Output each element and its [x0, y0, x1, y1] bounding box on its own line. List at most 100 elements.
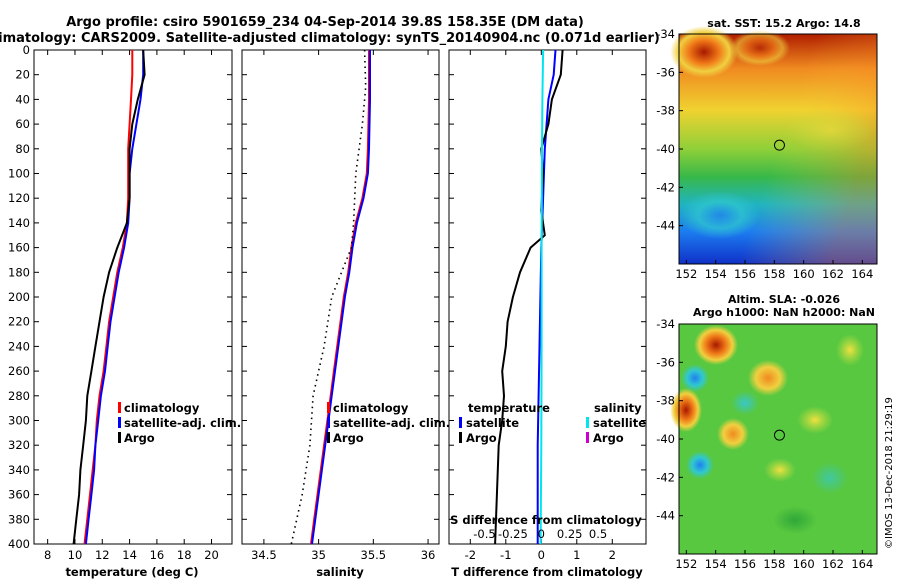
map-x-tick-label: 158 [763, 267, 785, 281]
legend-satellite: satellite-adj. clim. [124, 416, 241, 430]
sla-cyclone-2 [686, 451, 714, 479]
y-tick-label: 120 [8, 191, 30, 205]
map-x-tick-label: 154 [705, 557, 727, 571]
x-tick-label: 14 [122, 548, 137, 562]
map-x-tick-label: 156 [734, 267, 756, 281]
sst-cool-region [680, 191, 760, 239]
sst-map-ticks: 152 154 156 158 160 162 164 -34 -36 -38 -40 -42 -44 [656, 27, 873, 281]
sla-low-2 [812, 462, 848, 494]
sla-cyclone-1 [681, 364, 709, 392]
map-x-tick-label: 156 [734, 557, 756, 571]
sla-map-title-line2: Argo h1000: NaN h2000: NaN [693, 306, 875, 319]
difference-legend-salinity: salinity satellite Argo [586, 401, 646, 445]
figure-title-line2: Climatology: CARS2009. Satellite-adjuste… [0, 31, 660, 46]
sla-low-1 [731, 391, 759, 415]
x-tick-label: 18 [177, 548, 192, 562]
sla-high-1 [748, 360, 788, 396]
series-argo [72, 49, 146, 545]
map-y-tick-label: -44 [656, 219, 675, 233]
y-tick-label: 80 [15, 142, 30, 156]
legend-temp-satellite: satellite [466, 416, 519, 430]
x-tick-label: -2 [465, 548, 476, 562]
y-tick-label: 160 [8, 241, 30, 255]
legend-climatology-swatch [118, 402, 121, 413]
map-y-tick-label: -38 [656, 104, 675, 118]
map-x-tick-label: 162 [822, 557, 844, 571]
difference-panel [448, 49, 647, 545]
s-difference-label: S difference from climatology [450, 513, 642, 527]
y-tick-label: 340 [8, 463, 30, 477]
legend-climatology-swatch [327, 402, 330, 413]
sla-high-3 [764, 458, 796, 482]
series-salinity-satellite [539, 49, 545, 545]
sst-mid-band [786, 108, 874, 152]
y-tick-label: 400 [8, 537, 30, 551]
y-tick-label: 0 [23, 43, 30, 57]
x-tick-label: 2 [609, 548, 616, 562]
argo-position-marker [773, 139, 785, 151]
series-satellite-adj-clim- [311, 50, 371, 545]
map-y-tick-label: -42 [656, 470, 675, 484]
s-diff-tick-label: 0.5 [589, 527, 607, 541]
legend-argo-swatch [327, 432, 330, 443]
sla-high-2 [717, 418, 749, 450]
map-x-tick-label: 164 [851, 557, 873, 571]
y-tick-label: 280 [8, 389, 30, 403]
x-tick-label: 12 [95, 548, 110, 562]
map-y-tick-label: -40 [656, 432, 675, 446]
map-y-tick-label: -34 [656, 317, 675, 331]
salinity-plot: 34.5 35 35.5 36 [242, 49, 439, 562]
temperature-plot: 0 20 40 60 80 100 120 140 160 180 200 220 240 260 280 3… [8, 43, 232, 562]
series-climatology [310, 50, 370, 545]
y-tick-label: 300 [8, 414, 30, 428]
argo-position-marker [773, 429, 785, 441]
y-tick-label: 100 [8, 167, 30, 181]
x-tick-label: -1 [500, 548, 511, 562]
sla-mid-1 [773, 506, 817, 534]
map-x-tick-label: 154 [705, 267, 727, 281]
s-diff-tick-label: -0.5 [473, 527, 495, 541]
x-tick-label: 35.5 [361, 548, 387, 562]
map-x-tick-label: 158 [763, 557, 785, 571]
map-y-tick-label: -36 [656, 355, 675, 369]
map-x-tick-label: 160 [793, 557, 815, 571]
y-tick-label: 320 [8, 438, 30, 452]
map-y-tick-label: -44 [656, 509, 675, 523]
sla-map-title-line1: Altim. SLA: -0.026 [728, 293, 840, 306]
sst-map: 152 154 156 158 160 162 164 -34 -36 -38 -40 -42 -44 [656, 26, 878, 281]
copyright: ©IMOS 13-Dec-2018 21:29:19 [884, 397, 895, 549]
x-tick-label: 36 [421, 548, 436, 562]
legend-satellite: satellite-adj. clim. [333, 416, 450, 430]
sla-map-ticks: 152 154 156 158 160 162 164 -34 -36 -38 -40 -42 -44 [656, 317, 873, 571]
x-tick-label: 35 [311, 548, 326, 562]
sla-map: 152 154 156 158 160 162 164 -34 -36 -38 -40 -42 -44 [656, 317, 878, 571]
y-tick-label: 140 [8, 216, 30, 230]
temperature-legend: climatology satellite-adj. clim. Argo [118, 401, 241, 445]
sst-map-title: sat. SST: 15.2 Argo: 14.8 [707, 17, 860, 30]
x-tick-label: 20 [204, 548, 219, 562]
s-difference-ticks: -0.5 -0.25 0 0.25 0.5 [473, 527, 607, 541]
map-x-tick-label: 152 [675, 267, 697, 281]
legend-climatology: climatology [333, 401, 409, 415]
s-diff-tick-label: 0 [538, 527, 545, 541]
series-temperature-satellite [536, 49, 557, 544]
x-tick-label: 34.5 [251, 548, 277, 562]
y-tick-label: 180 [8, 265, 30, 279]
map-y-tick-label: -42 [656, 180, 675, 194]
x-tick-label: 1 [573, 548, 580, 562]
x-tick-label: 10 [68, 548, 83, 562]
legend-argo-swatch [118, 432, 121, 443]
sla-high-4 [797, 406, 833, 434]
series-temperature-argo [494, 49, 564, 545]
x-tick-label: 8 [44, 548, 51, 562]
map-y-tick-label: -36 [656, 65, 675, 79]
sla-anticyclone-2 [670, 388, 702, 432]
difference-plot: -2 -1 0 1 2 [449, 49, 646, 562]
salinity-xlabel: salinity [316, 565, 364, 579]
y-tick-label: 360 [8, 488, 30, 502]
sla-high-5 [836, 334, 864, 366]
legend-temperature-title: temperature [468, 401, 550, 415]
map-y-tick-label: -38 [656, 394, 675, 408]
legend-climatology: climatology [124, 401, 200, 415]
